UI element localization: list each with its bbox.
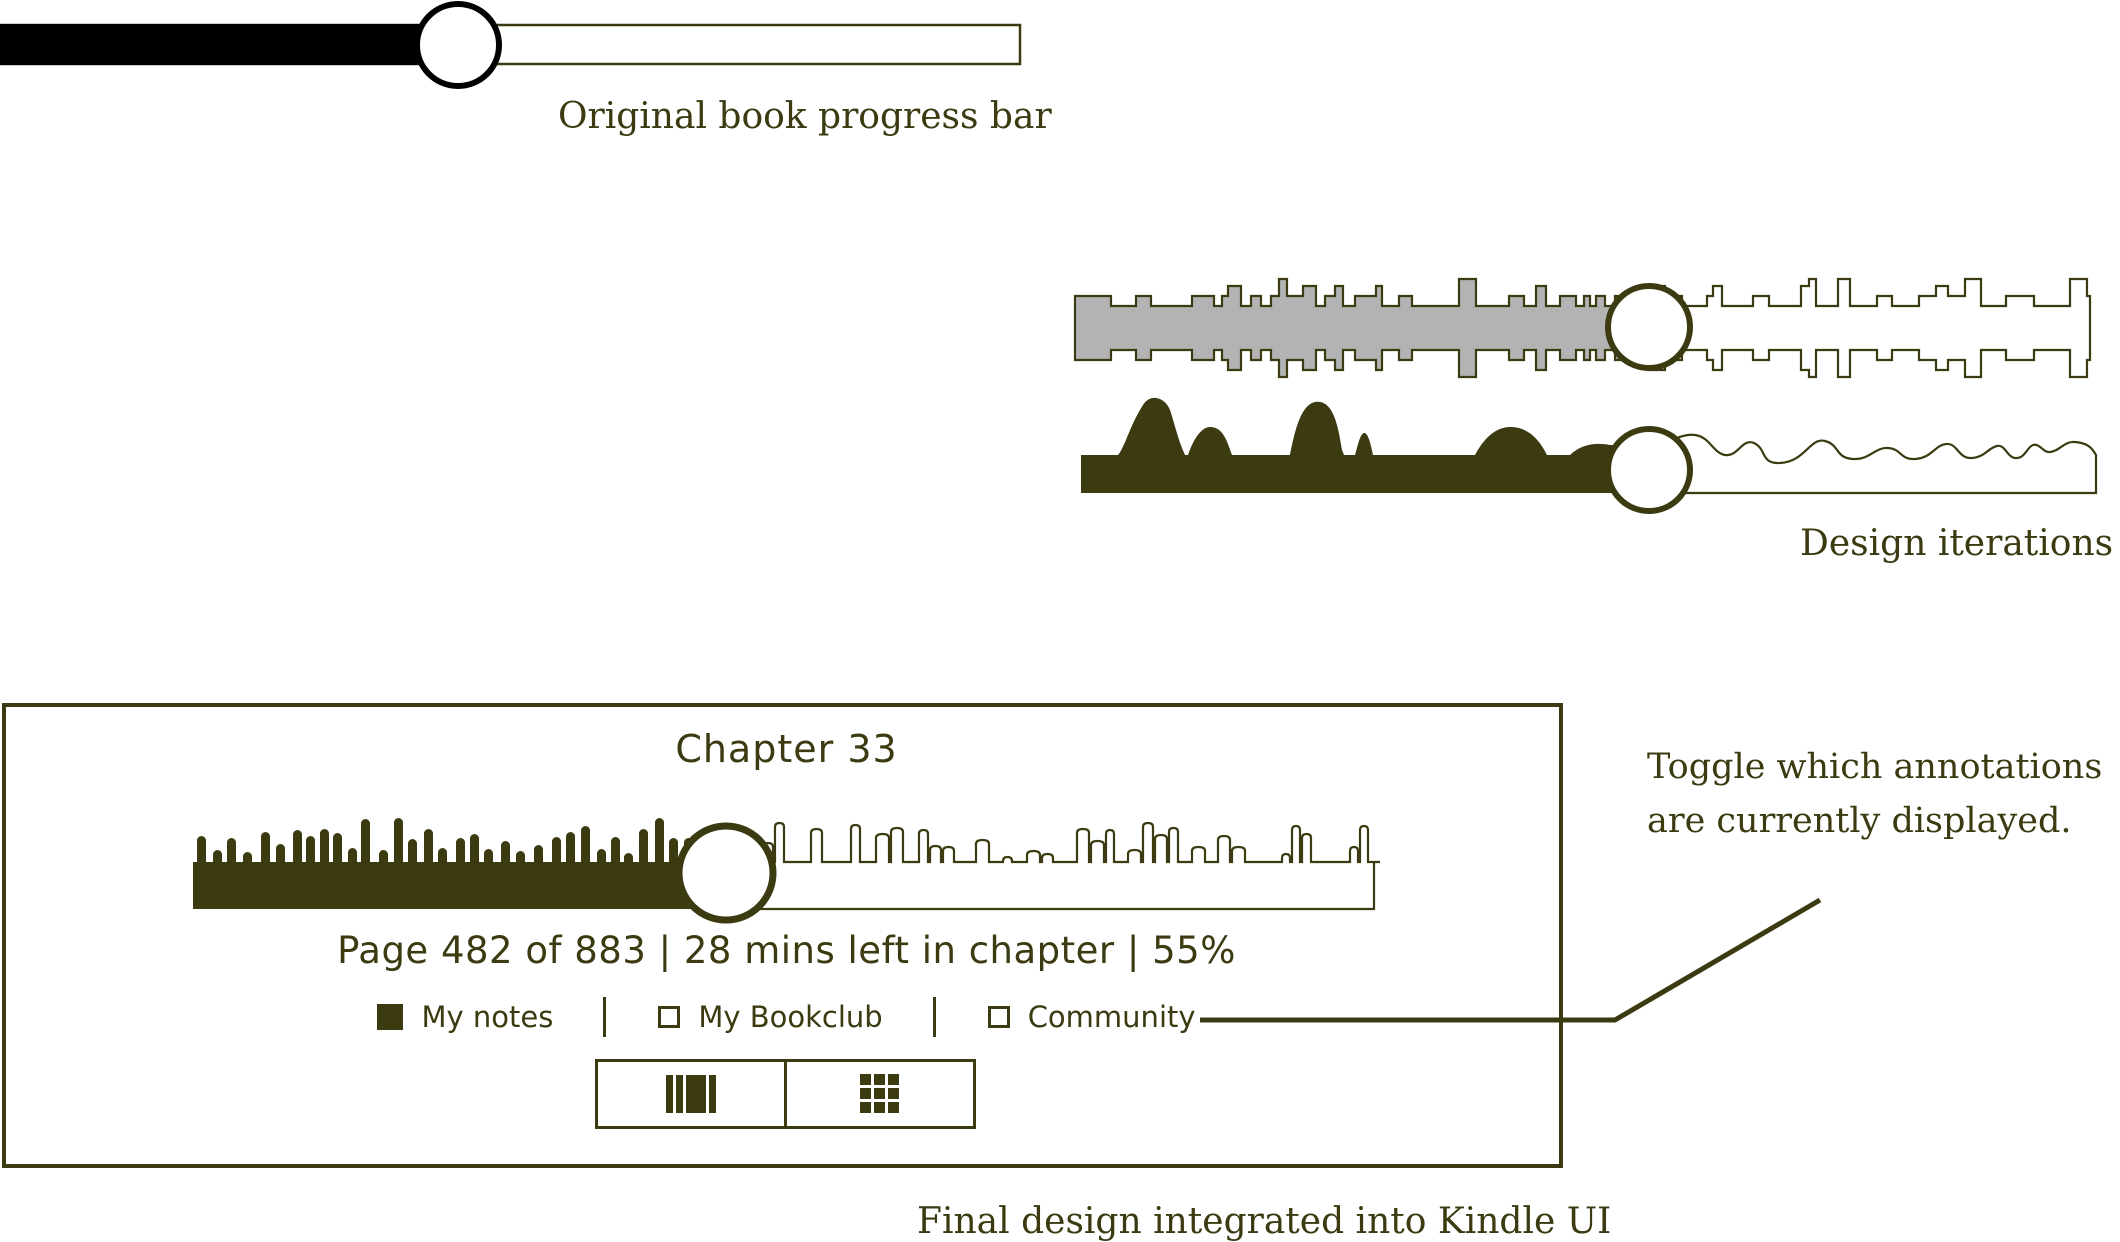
toggle-label: Community <box>1027 1000 1196 1034</box>
kindle-bar-annotation-peaks <box>197 818 693 866</box>
annotation-peak <box>624 853 633 866</box>
iteration-stepped-filled <box>1073 277 1651 379</box>
annotation-peak <box>394 818 403 866</box>
annotation-peak <box>516 851 525 866</box>
caption-toggle-line2: are currently displayed. <box>1647 801 2072 841</box>
annotation-peak <box>227 838 236 866</box>
annotation-peak <box>581 826 590 866</box>
annotation-peak <box>552 837 561 866</box>
checkbox-empty-icon[interactable] <box>987 1006 1010 1028</box>
iteration-stepped-handle <box>1605 283 1693 371</box>
original-progress-bar[interactable] <box>0 0 1030 95</box>
original-bar-fill <box>0 24 458 65</box>
annotation-peak <box>669 838 678 866</box>
caption-iterations: Design iterations <box>1800 523 2114 564</box>
kindle-bar-filled-base <box>193 862 726 909</box>
caption-toggle-line1: Toggle which annotations <box>1647 747 2103 787</box>
annotation-toggles: My notes My Bookclub Community <box>6 997 1567 1037</box>
annotation-peak <box>456 838 465 866</box>
annotation-peak <box>408 839 417 866</box>
annotation-peak <box>306 836 315 866</box>
toggle-community[interactable]: Community <box>987 1000 1196 1034</box>
kindle-bar-remaining <box>724 821 1380 911</box>
annotation-peak <box>611 837 620 866</box>
iteration-stepped-remaining <box>1647 277 2092 379</box>
kindle-annotation-progress-bar[interactable] <box>191 787 1391 927</box>
toggle-my-bookclub[interactable]: My Bookclub <box>658 1000 883 1034</box>
toggle-divider <box>603 997 607 1037</box>
iteration-smooth-bar <box>1081 397 2098 514</box>
view-button-book[interactable] <box>598 1062 784 1126</box>
view-switcher <box>595 1059 976 1129</box>
iteration-smooth-remaining <box>1648 433 2098 495</box>
callout-leader-line <box>1200 897 1822 1023</box>
toggle-my-notes[interactable]: My notes <box>377 1000 553 1034</box>
annotation-peak <box>534 845 543 866</box>
iteration-smooth-handle <box>1605 426 1693 514</box>
view-button-grid[interactable] <box>784 1062 973 1126</box>
book-stack-icon <box>666 1075 716 1113</box>
annotation-peak <box>501 841 510 866</box>
caption-original: Original book progress bar <box>558 96 1052 137</box>
page-info: Page 482 of 883 | 28 mins left in chapte… <box>337 929 1236 972</box>
annotation-peak <box>597 849 606 866</box>
annotation-peak <box>484 849 493 866</box>
annotation-peak <box>197 836 206 866</box>
annotation-peak <box>213 850 222 866</box>
annotation-peak <box>276 844 285 866</box>
chapter-title: Chapter 33 <box>675 727 898 771</box>
annotation-peak <box>470 834 479 866</box>
annotation-peak <box>424 829 433 866</box>
original-bar-handle[interactable] <box>414 1 502 89</box>
kindle-progress-panel: Chapter 33 Page 482 of 883 | 28 mins lef… <box>2 703 1563 1168</box>
caption-final: Final design integrated into Kindle UI <box>917 1201 1612 1242</box>
kindle-bar-handle[interactable] <box>675 822 777 924</box>
toggle-label: My notes <box>421 1000 554 1034</box>
checkbox-checked-icon[interactable] <box>377 1004 404 1030</box>
annotation-peak <box>333 833 342 866</box>
annotation-peak <box>293 830 302 866</box>
iteration-smooth-filled <box>1081 397 1649 493</box>
annotation-peak <box>348 848 357 866</box>
toggle-label: My Bookclub <box>698 1000 883 1034</box>
checkbox-empty-icon[interactable] <box>658 1006 681 1028</box>
grid-icon <box>860 1074 899 1113</box>
toggle-divider <box>932 997 936 1037</box>
annotation-peak <box>566 832 575 866</box>
annotation-peak <box>243 852 252 866</box>
annotation-peak <box>261 832 270 866</box>
iteration-stepped-bar <box>1073 277 2092 379</box>
annotation-peak <box>655 818 664 866</box>
annotation-peak <box>438 848 447 866</box>
annotation-peak <box>639 829 648 866</box>
annotation-peak <box>320 829 329 866</box>
annotation-peak <box>361 819 370 866</box>
annotation-peak <box>379 850 388 866</box>
